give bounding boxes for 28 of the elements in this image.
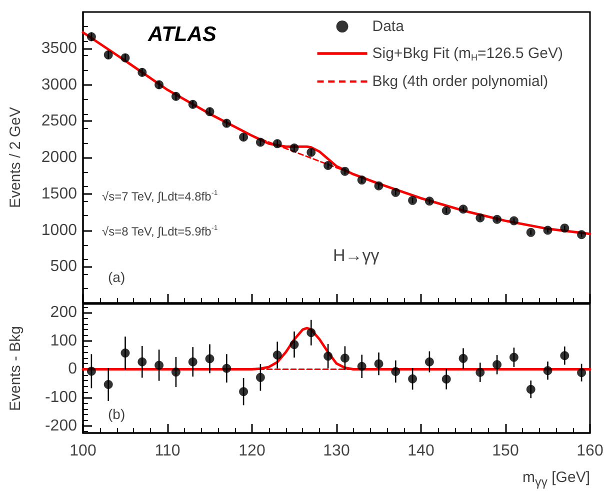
y-tick-label: 100	[50, 332, 78, 350]
y-tick-label: -100	[44, 389, 78, 406]
x-tick-label: 110	[154, 442, 180, 460]
y-axis-title: Events / 2 GeV	[7, 107, 24, 208]
legend-label: Bkg (4th order polynomial)	[372, 73, 548, 90]
y-tick-label: 0	[68, 360, 78, 378]
y-axis-title: Events - Bkg	[7, 326, 24, 412]
y-tick-label: 2000	[41, 149, 78, 166]
y-tick-label: 2500	[41, 112, 78, 130]
y-tick-label: 1500	[41, 185, 78, 202]
x-tick-label: 150	[492, 442, 519, 460]
x-axis-title: m$_{γγ}$ [GeV]	[522, 469, 590, 489]
y-tick-label: -200	[44, 417, 78, 434]
x-tick-label: 100	[70, 442, 96, 460]
y-tick-label: 500	[50, 258, 78, 276]
annotation: (a)	[108, 269, 126, 285]
x-tick-label: 160	[576, 442, 604, 460]
annotation: (b)	[108, 406, 126, 422]
x-tick-label: 130	[323, 442, 350, 460]
x-tick-label: 120	[238, 442, 266, 460]
y-tick-label: 1000	[41, 222, 78, 239]
x-tick-label: 140	[408, 442, 434, 460]
y-tick-label: 200	[50, 304, 78, 322]
y-tick-label: 3500	[41, 40, 78, 57]
annotation: ATLAS	[147, 23, 216, 46]
legend-label: Data	[372, 18, 405, 35]
annotation: H→γγ	[333, 246, 380, 265]
y-tick-label: 3000	[41, 76, 78, 94]
